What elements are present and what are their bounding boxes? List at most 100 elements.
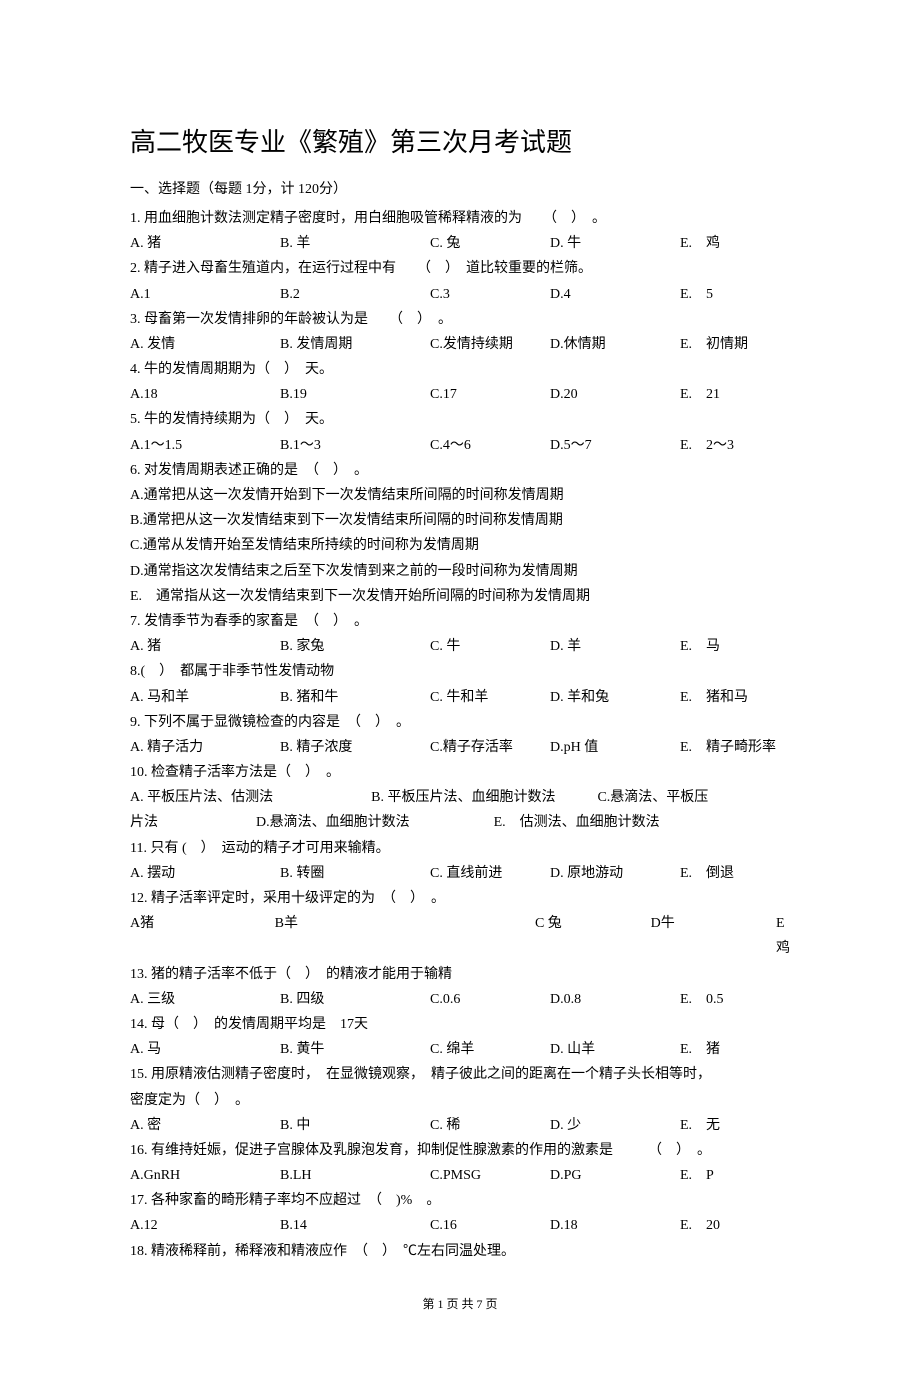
q15-opt-e: E. 无 [680,1113,790,1138]
q15-options: A. 密 B. 中 C. 稀 D. 少 E. 无 [130,1113,790,1138]
q4-text: 4. 牛的发情周期期为（ ） 天。 [130,357,790,382]
section-header: 一、选择题（每题 1分，计 120分） [130,177,790,202]
q1-text: 1. 用血细胞计数法测定精子密度时，用白细胞吸管稀释精液的为 （ ） 。 [130,206,790,231]
q8-opt-b: B. 猪和牛 [280,685,430,710]
q14-options: A. 马 B. 黄牛 C. 绵羊 D. 山羊 E. 猪 [130,1037,790,1062]
q11-opt-a: A. 摆动 [130,861,280,886]
q15-text2: 密度定为（ ） 。 [130,1088,790,1113]
q7-opt-a: A. 猪 [130,634,280,659]
q3-opt-e: E. 初情期 [680,332,790,357]
q7-options: A. 猪 B. 家兔 C. 牛 D. 羊 E. 马 [130,634,790,659]
q9-opt-b: B. 精子浓度 [280,735,430,760]
q9-opt-c: C.精子存活率 [430,735,550,760]
q1-opt-d: D. 牛 [550,231,680,256]
q16-opt-b: B.LH [280,1163,430,1188]
q16-opt-e: E. P [680,1163,790,1188]
q14-opt-c: C. 绵羊 [430,1037,550,1062]
q8-options: A. 马和羊 B. 猪和牛 C. 牛和羊 D. 羊和兔 E. 猪和马 [130,685,790,710]
q14-opt-e: E. 猪 [680,1037,790,1062]
q7-opt-d: D. 羊 [550,634,680,659]
q16-opt-c: C.PMSG [430,1163,550,1188]
q11-text: 11. 只有 ( ） 运动的精子才可用来输精。 [130,836,790,861]
q3-opt-d: D.休情期 [550,332,680,357]
q12-opt-c: C 兔 [535,911,651,961]
q17-opt-c: C.16 [430,1213,550,1238]
q3-text: 3. 母畜第一次发情排卵的年龄被认为是 （ ） 。 [130,307,790,332]
q3-opt-b: B. 发情周期 [280,332,430,357]
q13-opt-d: D.0.8 [550,987,680,1012]
q17-opt-d: D.18 [550,1213,680,1238]
q11-opt-b: B. 转圈 [280,861,430,886]
q11-opt-c: C. 直线前进 [430,861,550,886]
q6-opt-c: C.通常从发情开始至发情结束所持续的时间称为发情周期 [130,533,790,558]
q5-opt-a: A.1～1.5 [130,433,280,458]
q8-opt-d: D. 羊和兔 [550,685,680,710]
q6-opt-b: B.通常把从这一次发情结束到下一次发情结束所间隔的时间称发情周期 [130,508,790,533]
q8-opt-a: A. 马和羊 [130,685,280,710]
q7-opt-c: C. 牛 [430,634,550,659]
q2-opt-a: A.1 [130,282,280,307]
q10-text: 10. 检查精子活率方法是（ ） 。 [130,760,790,785]
q1-opt-a: A. 猪 [130,231,280,256]
q14-opt-d: D. 山羊 [550,1037,680,1062]
q17-opt-a: A.12 [130,1213,280,1238]
q14-opt-a: A. 马 [130,1037,280,1062]
q1-opt-e: E. 鸡 [680,231,790,256]
q12-opt-c [419,911,535,961]
q14-opt-b: B. 黄牛 [280,1037,430,1062]
q2-opt-b: B.2 [280,282,430,307]
q8-text: 8.( ） 都属于非季节性发情动物 [130,659,790,684]
q13-opt-b: B. 四级 [280,987,430,1012]
q6-text: 6. 对发情周期表述正确的是 （ ） 。 [130,458,790,483]
q4-opt-e: E. 21 [680,382,790,407]
q2-text: 2. 精子进入母畜生殖道内，在运行过程中有 （ ） 道比较重要的栏筛。 [130,256,790,281]
q6-options: A.通常把从这一次发情开始到下一次发情结束所间隔的时间称发情周期 B.通常把从这… [130,483,790,609]
q13-opt-c: C.0.6 [430,987,550,1012]
q4-opt-c: C.17 [430,382,550,407]
q5-opt-b: B.1～3 [280,433,430,458]
q15-opt-a: A. 密 [130,1113,280,1138]
q4-opt-a: A.18 [130,382,280,407]
q10-line1: A. 平板压片法、估测法 B. 平板压片法、血细胞计数法 C.悬滴法、平板压 [130,785,790,810]
q13-opt-e: E. 0.5 [680,987,790,1012]
q2-options: A.1 B.2 C.3 D.4 E. 5 [130,282,790,307]
page-title: 高二牧医专业《繁殖》第三次月考试题 [130,120,790,167]
q12-options: A猪 B羊 C 兔 D牛 E 鸡 [130,911,790,961]
q5-options: A.1～1.5 B.1～3 C.4～6 D.5～7 E. 2～3 [130,433,790,458]
q6-opt-a: A.通常把从这一次发情开始到下一次发情结束所间隔的时间称发情周期 [130,483,790,508]
q2-opt-d: D.4 [550,282,680,307]
q11-opt-d: D. 原地游动 [550,861,680,886]
q2-opt-c: C.3 [430,282,550,307]
q3-opt-a: A. 发情 [130,332,280,357]
q12-opt-a: A猪 [130,911,275,961]
q17-options: A.12 B.14 C.16 D.18 E. 20 [130,1213,790,1238]
q1-opt-c: C. 兔 [430,231,550,256]
q17-opt-e: E. 20 [680,1213,790,1238]
q14-text: 14. 母（ ） 的发情周期平均是 17天 [130,1012,790,1037]
q16-opt-d: D.PG [550,1163,680,1188]
q16-opt-a: A.GnRH [130,1163,280,1188]
q13-options: A. 三级 B. 四级 C.0.6 D.0.8 E. 0.5 [130,987,790,1012]
q12-opt-e: E 鸡 [776,911,790,961]
q5-opt-e: E. 2～3 [680,433,790,458]
q1-opt-b: B. 羊 [280,231,430,256]
q5-opt-c: C.4～6 [430,433,550,458]
q5-opt-d: D.5～7 [550,433,680,458]
q1-options: A. 猪 B. 羊 C. 兔 D. 牛 E. 鸡 [130,231,790,256]
q12-opt-b: B羊 [275,911,420,961]
q15-text1: 15. 用原精液估测精子密度时， 在显微镜观察， 精子彼此之间的距离在一个精子头… [130,1062,790,1087]
q7-text: 7. 发情季节为春季的家畜是 （ ） 。 [130,609,790,634]
q15-opt-c: C. 稀 [430,1113,550,1138]
q18-text: 18. 精液稀释前，稀释液和精液应作 （ ） ℃左右同温处理。 [130,1239,790,1264]
q2-opt-e: E. 5 [680,282,790,307]
q9-text: 9. 下列不属于显微镜检查的内容是 （ ） 。 [130,710,790,735]
q8-opt-e: E. 猪和马 [680,685,790,710]
q9-opt-e: E. 精子畸形率 [680,735,790,760]
q9-opt-d: D.pH 值 [550,735,680,760]
q17-text: 17. 各种家畜的畸形精子率均不应超过 （ )% 。 [130,1188,790,1213]
q6-opt-d: D.通常指这次发情结束之后至下次发情到来之前的一段时间称为发情周期 [130,559,790,584]
q16-text: 16. 有维持妊娠，促进子宫腺体及乳腺泡发育，抑制促性腺激素的作用的激素是 （ … [130,1138,790,1163]
q5-text: 5. 牛的发情持续期为（ ） 天。 [130,407,790,432]
q3-opt-c: C.发情持续期 [430,332,550,357]
q15-opt-d: D. 少 [550,1113,680,1138]
